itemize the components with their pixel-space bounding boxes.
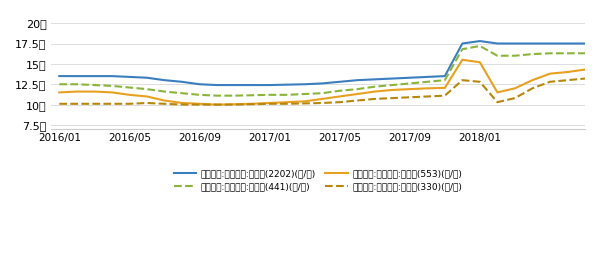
Legend: 上海有色:现货均价:金属硅(2202)(元/吨), 上海有色:现货均价:金属硅(441)(元/吨), 上海有色:现货均价:金属硅(553)(元/吨), 上海有色: 上海有色:现货均价:金属硅(2202)(元/吨), 上海有色:现货均价:金属硅(…: [170, 166, 466, 195]
